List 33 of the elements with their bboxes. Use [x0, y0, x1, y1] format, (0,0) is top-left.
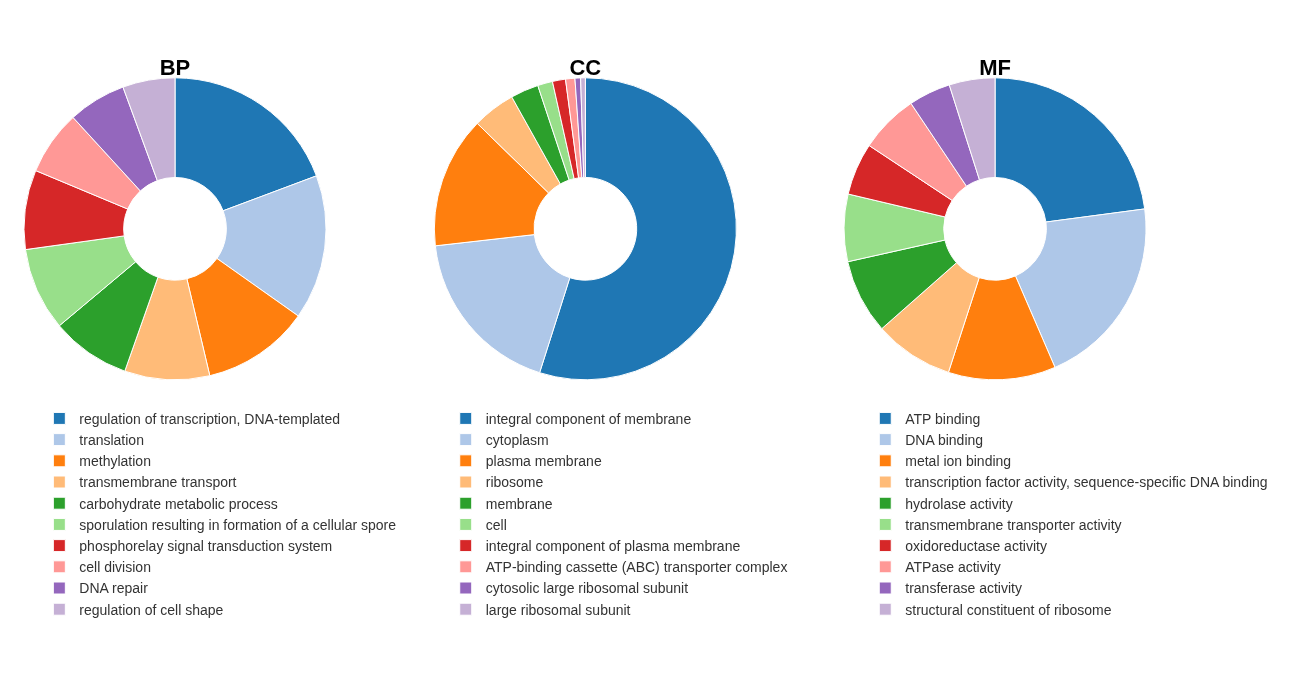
legend-label: cell [485, 516, 507, 533]
legend-label: DNA binding [905, 432, 984, 449]
legend-label: structural constituent of ribosome [905, 601, 1112, 618]
legend-label: ATP binding [905, 410, 981, 427]
legend-label: cytoplasm [485, 432, 549, 449]
legend-label: regulation of transcription, DNA-templated [79, 410, 341, 427]
chart-title: CC [569, 54, 602, 80]
legend-label: regulation of cell shape [79, 601, 224, 618]
legend-label: carbohydrate metabolic process [79, 495, 278, 512]
legend-label: methylation [79, 453, 151, 470]
legend-label: plasma membrane [485, 453, 602, 470]
legend-label: transmembrane transporter activity [905, 516, 1122, 533]
legend-label: hydrolase activity [905, 495, 1013, 512]
legend-label: cell division [79, 559, 151, 576]
legend-label: phosphorelay signal transduction system [79, 538, 333, 555]
legend-label: ATP-binding cassette (ABC) transporter complex [485, 559, 788, 576]
legend-label: large ribosomal subunit [485, 601, 631, 618]
legend-label: sporulation resulting in formation of a cellular spore [79, 516, 397, 533]
legend-label: metal ion binding [905, 453, 1012, 470]
legend-label: transferase activity [905, 580, 1022, 597]
legend-label: DNA repair [79, 580, 149, 597]
chart-title: BP [159, 54, 191, 80]
legend-label: cytosolic large ribosomal subunit [485, 580, 689, 597]
legend-label: transcription factor activity, sequence-specific DNA binding [905, 474, 1268, 491]
chart-title: MF [979, 54, 1011, 80]
legend-label: integral component of membrane [485, 410, 692, 427]
legend-label: ATPase activity [905, 559, 1001, 576]
legend-label: oxidoreductase activity [905, 538, 1047, 555]
legend-label: translation [79, 432, 144, 449]
legend-label: transmembrane transport [79, 474, 237, 491]
legend-label: integral component of plasma membrane [485, 538, 741, 555]
legend-label: membrane [485, 495, 553, 512]
legend-label: ribosome [485, 474, 544, 491]
